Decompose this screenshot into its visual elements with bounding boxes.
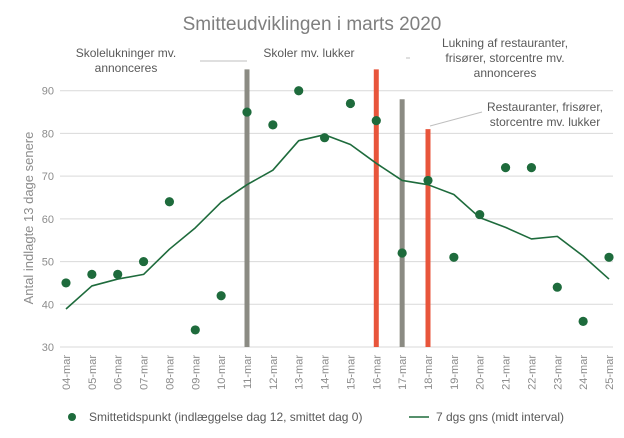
event-label-17-mar-line-1: Lukning af restauranter, [442,36,568,50]
x-tick-label-12-mar: 12-mar [268,355,280,390]
data-point-06-mar [113,269,123,279]
y-tick-label-40: 40 [42,299,54,311]
data-point-22-mar [526,163,537,173]
data-point-17-mar [397,248,407,258]
x-tick-label-20-mar: 20-mar [475,355,487,390]
data-point-10-mar [216,291,226,301]
x-tick-label-16-mar: 16-mar [371,355,383,390]
legend: Smittetidspunkt (indlæggelse dag 12, smi… [68,410,564,424]
x-tick-label-13-mar: 13-mar [294,355,306,390]
data-point-13-mar [294,86,304,96]
x-tick-label-19-mar: 19-mar [449,355,461,390]
data-point-15-mar [345,98,356,109]
x-tick-label-11-mar: 11-mar [242,355,254,389]
data-point-12-mar [268,120,278,130]
event-label-18-mar-line-1: Restauranter, frisører, [487,100,603,114]
event-label-16-mar-line-1: Skoler mv. lukker [263,46,354,60]
y-axis-ticks: 30 40 50 60 70 80 90 [42,86,54,354]
y-axis-label: Antal indlagte 13 dage senere [21,132,36,305]
event-label-17-mar-line-3: annonceres [474,66,537,80]
chart-title: Smitteudviklingen i marts 2020 [183,14,442,35]
event-label-11-mar-line-1: Skolelukninger mv. [76,46,177,60]
x-tick-label-08-mar: 08-mar [164,355,176,390]
moving-average-line [65,133,610,310]
data-point-08-mar [164,197,175,207]
data-point-04-mar [61,278,71,288]
event-label-18-mar-line-2: storcentre mv. lukker [490,115,600,129]
x-tick-label-22-mar: 22-mar [526,355,538,390]
x-tick-label-18-mar: 18-mar [423,355,435,390]
data-point-25-mar [604,252,614,262]
data-point-11-mar [242,107,252,117]
data-point-16-mar [371,116,381,126]
legend-label-points: Smittetidspunkt (indlæggelse dag 12, smi… [89,410,362,424]
y-tick-label-70: 70 [42,171,54,183]
x-tick-label-17-mar: 17-mar [397,355,409,390]
data-point-23-mar [552,282,562,292]
x-tick-label-23-mar: 23-mar [552,355,564,390]
event-label-11-mar-line-2: annonceres [95,61,158,75]
x-tick-label-04-mar: 04-mar [61,355,73,390]
x-tick-label-07-mar: 07-mar [139,355,151,390]
y-tick-label-60: 60 [42,214,54,226]
data-point-24-mar [578,316,588,326]
x-tick-label-10-mar: 10-mar [216,355,228,390]
event-label-17-mar-line-2: frisører, storcentre mv. [445,51,564,65]
gridlines [60,90,613,348]
event-leader-18-mar [429,111,483,127]
y-tick-label-90: 90 [42,86,54,98]
data-point-19-mar [449,252,459,262]
x-tick-label-15-mar: 15-mar [345,355,357,390]
data-point-14-mar [319,133,330,143]
moving-average-series [65,133,610,310]
x-axis-ticks: 04-mar 05-mar 06-mar 07-mar 08-mar 09-mar 10-m… [61,355,616,390]
x-tick-label-25-mar: 25-mar [604,355,616,390]
infection-points-series [61,86,614,335]
legend-marker-points [68,413,76,421]
data-point-09-mar [190,325,200,335]
data-point-21-mar [500,163,511,173]
legend-label-line: 7 dgs gns (midt interval) [436,410,564,424]
x-tick-label-05-mar: 05-mar [87,355,99,390]
x-tick-label-24-mar: 24-mar [578,355,590,390]
data-point-18-mar [423,175,433,186]
y-tick-label-80: 80 [42,128,54,140]
y-tick-label-50: 50 [42,257,54,269]
data-point-20-mar [475,209,485,220]
y-tick-label-30: 30 [42,342,54,354]
x-tick-label-14-mar: 14-mar [320,355,332,390]
x-tick-label-21-mar: 21-mar [501,355,513,390]
x-tick-label-09-mar: 09-mar [190,355,202,390]
x-tick-label-06-mar: 06-mar [113,355,125,390]
data-point-05-mar [87,269,97,279]
data-point-07-mar [138,256,149,267]
